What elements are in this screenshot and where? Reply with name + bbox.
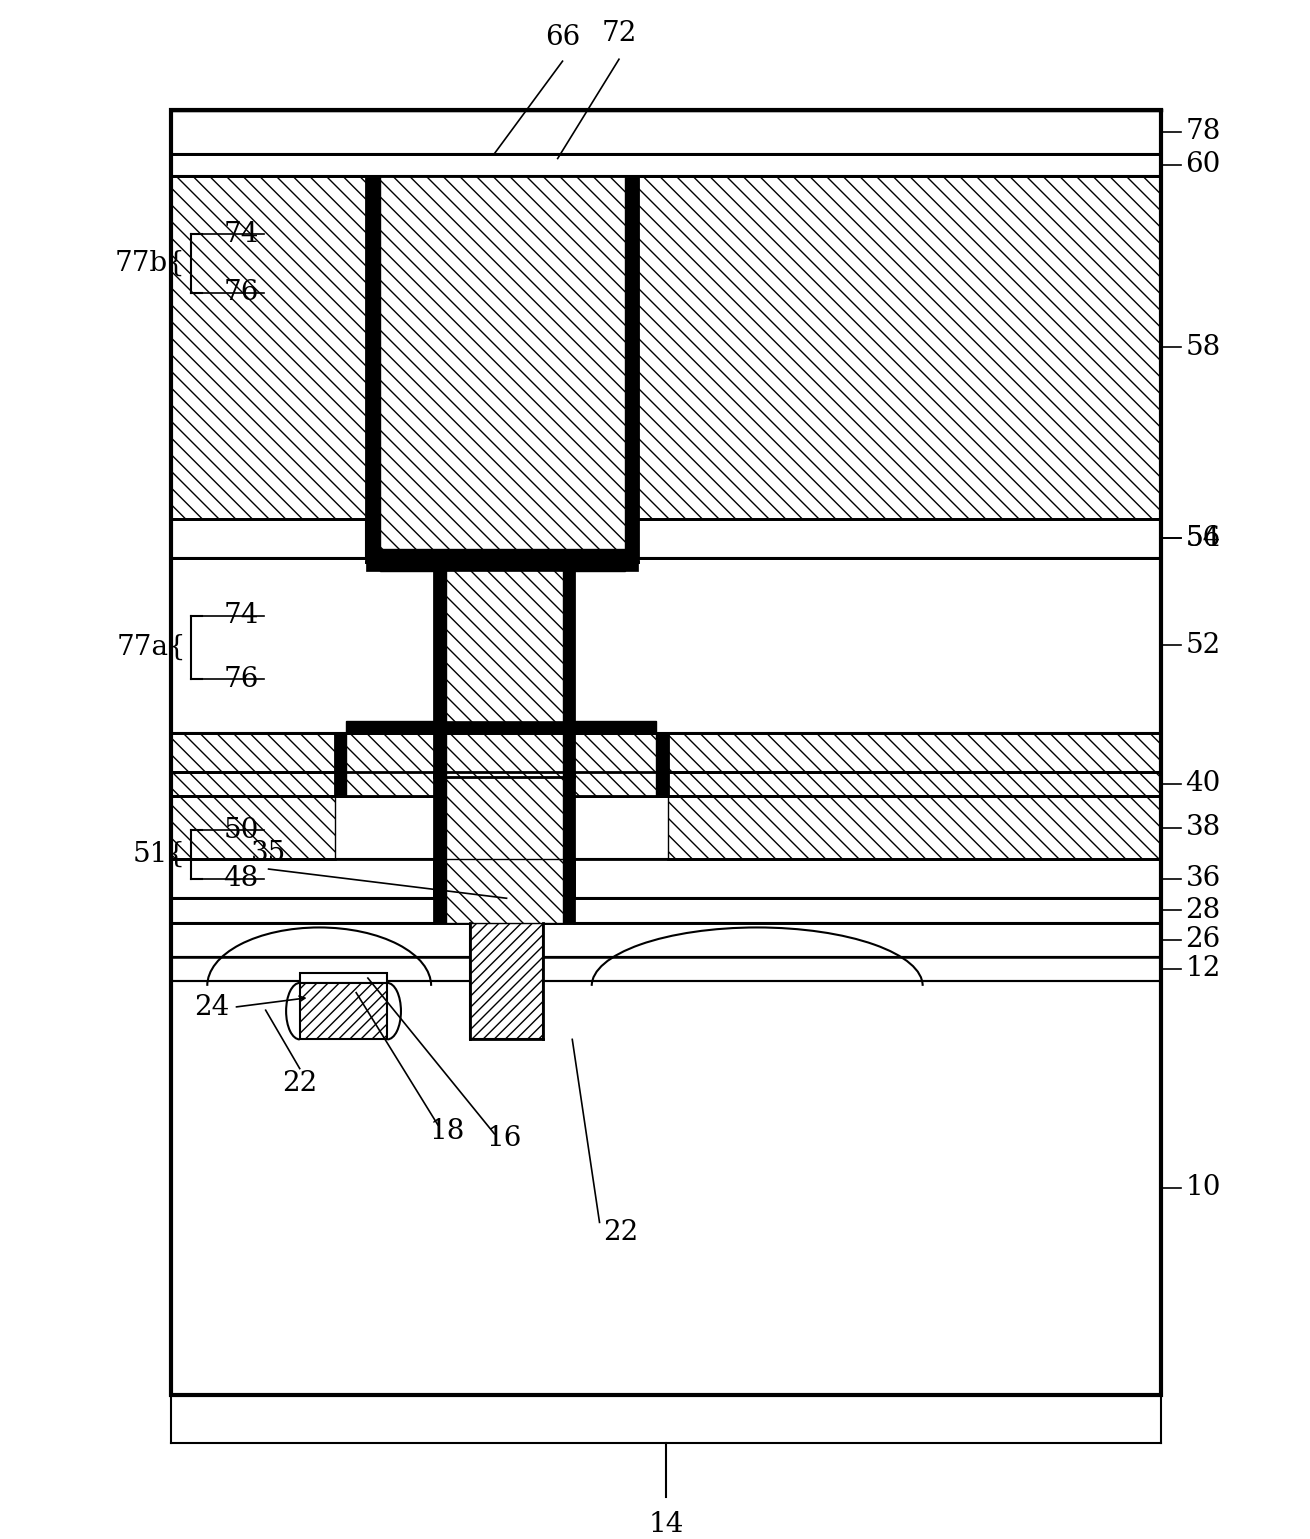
Text: 26: 26 (1186, 926, 1221, 953)
Bar (300, 983, 388, 1039)
Bar (625, 175, 638, 562)
Bar (434, 557, 445, 777)
Bar (562, 859, 574, 922)
Text: 18: 18 (430, 1119, 465, 1145)
Bar (434, 557, 574, 777)
Bar (445, 771, 562, 899)
Text: 74: 74 (224, 602, 259, 629)
Text: 76: 76 (224, 280, 259, 306)
Text: 38: 38 (1186, 814, 1221, 842)
Text: 78: 78 (1186, 119, 1221, 145)
Bar (172, 175, 365, 519)
Bar (172, 859, 1161, 899)
Text: 10: 10 (1186, 1174, 1221, 1202)
Text: 72: 72 (601, 20, 637, 46)
Bar (365, 519, 380, 557)
Text: 51{: 51{ (132, 840, 186, 868)
Bar (365, 549, 638, 562)
Bar (172, 922, 1161, 957)
Bar (638, 519, 1161, 557)
Bar (172, 109, 1161, 154)
Text: 77a{: 77a{ (117, 634, 186, 662)
Bar (172, 154, 1161, 175)
Bar (434, 859, 574, 922)
Text: 56: 56 (1186, 525, 1221, 551)
Bar (668, 733, 1161, 796)
Text: 35: 35 (252, 840, 286, 866)
Text: 22: 22 (282, 1070, 317, 1097)
Text: 14: 14 (648, 1511, 684, 1539)
Bar (172, 109, 1161, 1394)
Text: 22: 22 (604, 1219, 638, 1245)
Text: 54: 54 (1186, 525, 1221, 551)
Bar (365, 557, 638, 571)
Text: 50: 50 (224, 817, 259, 843)
Bar (445, 859, 562, 922)
Text: 12: 12 (1186, 956, 1221, 982)
Bar (380, 175, 625, 549)
Text: 36: 36 (1186, 865, 1221, 893)
Bar (172, 796, 335, 859)
Bar (562, 557, 574, 777)
Bar (346, 722, 656, 796)
Bar (445, 557, 562, 777)
Text: 24: 24 (194, 994, 229, 1020)
Bar (172, 899, 1161, 922)
Bar (434, 771, 445, 899)
Bar (172, 557, 1161, 733)
Text: 74: 74 (224, 222, 259, 248)
Bar (172, 519, 365, 557)
Bar (365, 519, 638, 557)
Text: 77b{: 77b{ (115, 251, 186, 277)
Text: 52: 52 (1186, 631, 1221, 659)
Bar (434, 859, 445, 922)
Bar (300, 973, 388, 983)
Bar (172, 109, 1161, 1394)
Bar (172, 980, 1161, 1394)
Bar (365, 519, 638, 557)
Text: 66: 66 (545, 25, 580, 51)
Text: 48: 48 (224, 865, 259, 893)
Bar (638, 175, 1161, 519)
Bar (365, 175, 380, 562)
Bar (625, 519, 638, 557)
Text: 58: 58 (1186, 334, 1221, 360)
Bar (434, 771, 574, 899)
Bar (172, 519, 1161, 557)
Text: 76: 76 (224, 666, 259, 693)
Text: 40: 40 (1186, 771, 1221, 797)
Bar (470, 922, 544, 1039)
Bar (365, 175, 638, 562)
Text: 60: 60 (1186, 151, 1221, 179)
Text: 28: 28 (1186, 897, 1221, 923)
Text: 16: 16 (486, 1125, 521, 1153)
Bar (562, 771, 574, 899)
Bar (172, 771, 1161, 796)
Bar (335, 733, 346, 796)
Bar (668, 796, 1161, 859)
Bar (346, 722, 656, 733)
Bar (172, 733, 335, 796)
Bar (656, 733, 668, 796)
Bar (380, 519, 625, 571)
Bar (335, 733, 668, 796)
